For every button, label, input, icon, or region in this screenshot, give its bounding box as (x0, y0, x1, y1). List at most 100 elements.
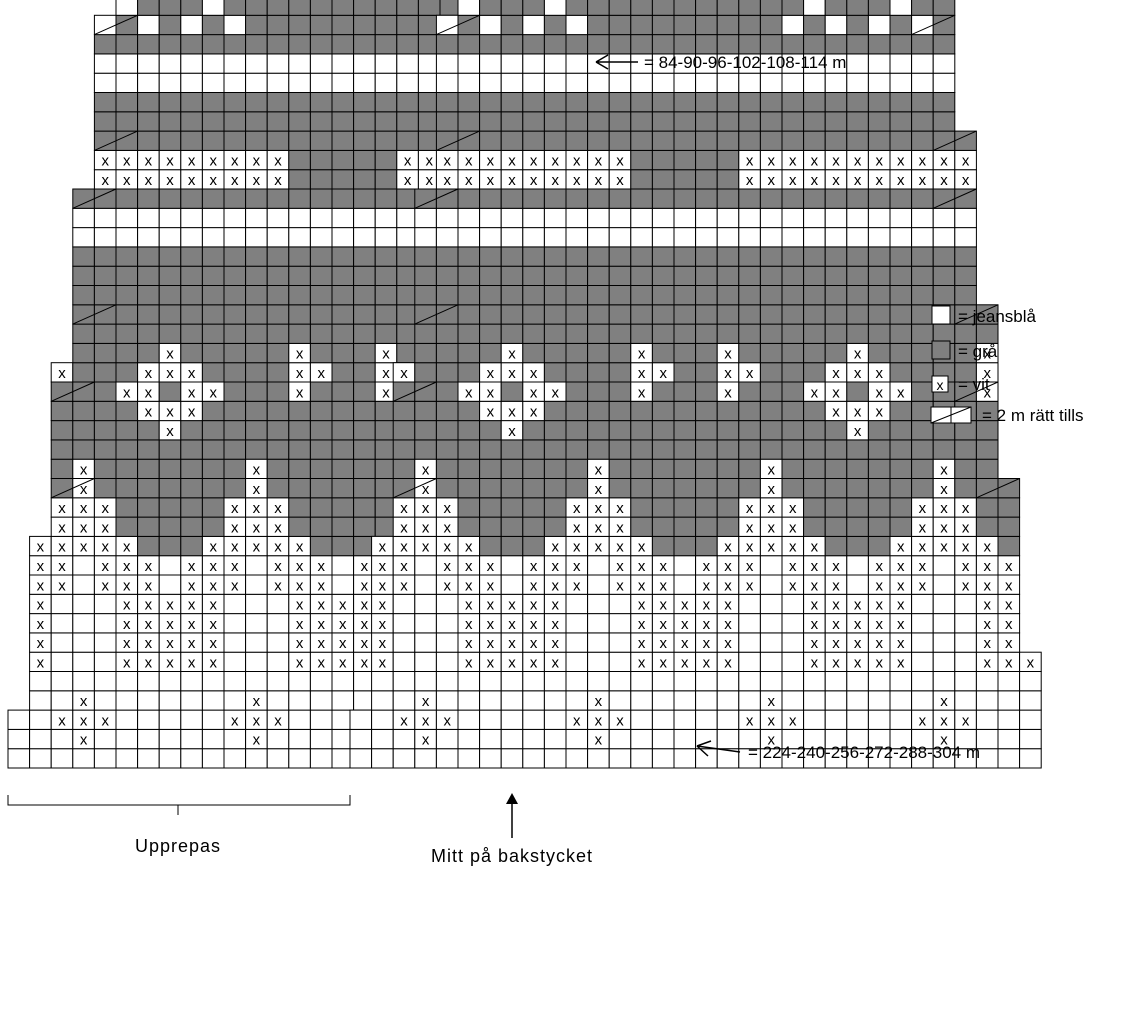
chart-cell (781, 593, 805, 615)
chart-cell (414, 207, 437, 229)
vit-stitch-mark: x (811, 577, 819, 594)
chart-cell (543, 439, 567, 460)
chart-cell (158, 207, 182, 229)
vit-stitch-mark: x (422, 693, 430, 710)
chart-cell (435, 72, 459, 93)
chart-cell (353, 0, 376, 16)
chart-cell (803, 130, 826, 151)
chart-cell (457, 497, 481, 518)
chart-cell (716, 478, 740, 499)
vit-stitch-mark: x (443, 577, 451, 594)
vit-stitch-mark: x (595, 481, 603, 498)
chart-cell (911, 227, 934, 248)
chart-cell (738, 478, 761, 499)
chart-cell (781, 671, 805, 692)
chart-cell (93, 227, 117, 248)
vit-stitch-mark: x (724, 539, 732, 556)
chart-cell (954, 188, 977, 209)
chart-cell (695, 207, 718, 229)
vit-stitch-mark: x (166, 153, 174, 170)
chart-cell (500, 130, 524, 151)
chart-cell (201, 53, 225, 74)
vit-stitch-mark: x (811, 635, 819, 652)
vit-stitch-mark: x (231, 172, 239, 189)
chart-cell (889, 671, 913, 692)
chart-cell (223, 92, 247, 113)
chart-cell (414, 265, 437, 287)
vit-stitch-mark: x (919, 519, 927, 536)
chart-cell (158, 304, 182, 325)
vit-stitch-mark: x (253, 153, 261, 170)
vit-stitch-mark: x (209, 384, 217, 401)
chart-cell (137, 53, 160, 74)
chart-cell (457, 304, 481, 325)
chart-cell (457, 14, 481, 36)
chart-cell (371, 728, 394, 750)
vit-stitch-mark: x (422, 539, 430, 556)
chart-cell (867, 188, 891, 209)
decrease-diagonal-icon (930, 406, 972, 424)
vit-stitch-mark: x (339, 597, 347, 614)
chart-cell (392, 478, 416, 499)
chart-cell (500, 381, 524, 402)
chart-cell (522, 497, 545, 518)
chart-cell (716, 207, 740, 229)
chart-cell (353, 246, 376, 267)
chart-cell (266, 34, 290, 55)
chart-cell (803, 227, 826, 248)
chart-cell (245, 53, 268, 74)
chart-cell (673, 285, 697, 306)
chart-cell (435, 130, 459, 151)
chart-cell (309, 671, 333, 692)
vit-stitch-mark: x (962, 539, 970, 556)
chart-cell (245, 748, 268, 769)
chart-cell (608, 92, 632, 113)
chart-cell (759, 72, 783, 93)
chart-cell (954, 651, 977, 673)
chart-cell (353, 34, 376, 55)
chart-cell (608, 188, 632, 209)
vit-stitch-mark: x (530, 558, 538, 575)
chart-cell (435, 207, 459, 229)
chart-cell (630, 227, 653, 248)
chart-cell (115, 188, 139, 209)
chart-cell (565, 130, 589, 151)
chart-cell (137, 265, 160, 287)
vit-stitch-mark: x (897, 172, 905, 189)
chart-cell (565, 420, 589, 441)
chart-cell (435, 227, 459, 248)
chart-cell (158, 728, 182, 750)
chart-cell (331, 188, 355, 209)
chart-cell (911, 130, 934, 151)
chart-cell (245, 72, 268, 93)
chart-cell (115, 304, 139, 325)
chart-cell (392, 748, 416, 769)
chart-cell (201, 207, 225, 229)
chart-cell (245, 574, 268, 595)
chart-cell (50, 439, 74, 460)
chart-cell (997, 748, 1021, 769)
vit-stitch-mark: x (875, 577, 883, 594)
chart-cell (587, 34, 610, 55)
chart-cell (738, 690, 761, 711)
chart-cell (500, 188, 524, 209)
chart-cell (331, 420, 355, 441)
chart-cell (608, 728, 632, 750)
chart-cell (759, 362, 783, 383)
vit-stitch-mark: x (166, 616, 174, 633)
chart-cell (824, 439, 848, 460)
chart-cell (353, 285, 376, 306)
chart-cell (695, 420, 718, 441)
chart-cell (353, 304, 376, 325)
chart-cell (630, 671, 653, 692)
chart-cell (846, 130, 869, 151)
chart-cell (781, 323, 805, 344)
chart-cell (522, 748, 545, 769)
chart-cell (889, 516, 913, 537)
chart-cell (93, 207, 117, 229)
chart-cell (435, 458, 459, 480)
vit-stitch-mark: x (659, 655, 667, 672)
chart-cell (911, 381, 934, 402)
chart-cell (565, 381, 589, 402)
chart-cell (846, 246, 869, 267)
